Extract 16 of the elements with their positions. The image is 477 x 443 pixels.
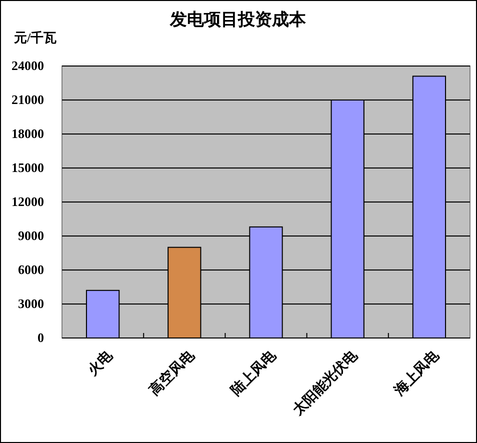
x-tick-label: 海上风电: [390, 347, 444, 400]
x-tick-label: 高空风电: [146, 346, 198, 399]
y-axis-title: 元/千瓦: [13, 30, 57, 45]
x-tick-label: 太阳能光伏电: [289, 347, 362, 420]
y-tick-label: 9000: [18, 228, 44, 244]
y-tick-label: 0: [38, 330, 44, 346]
y-tick-label: 21000: [12, 92, 44, 108]
y-tick-label: 3000: [18, 296, 44, 312]
y-tick-label: 15000: [12, 160, 44, 176]
chart-title: 发电项目投资成本: [169, 10, 307, 29]
x-tick-label: 陆上风电: [228, 347, 280, 399]
y-tick-label: 24000: [12, 58, 44, 74]
y-tick-label: 6000: [18, 262, 44, 278]
y-tick-label: 18000: [12, 126, 44, 142]
y-tick-label: 12000: [12, 194, 44, 210]
x-tick-label: 火电: [84, 347, 117, 379]
